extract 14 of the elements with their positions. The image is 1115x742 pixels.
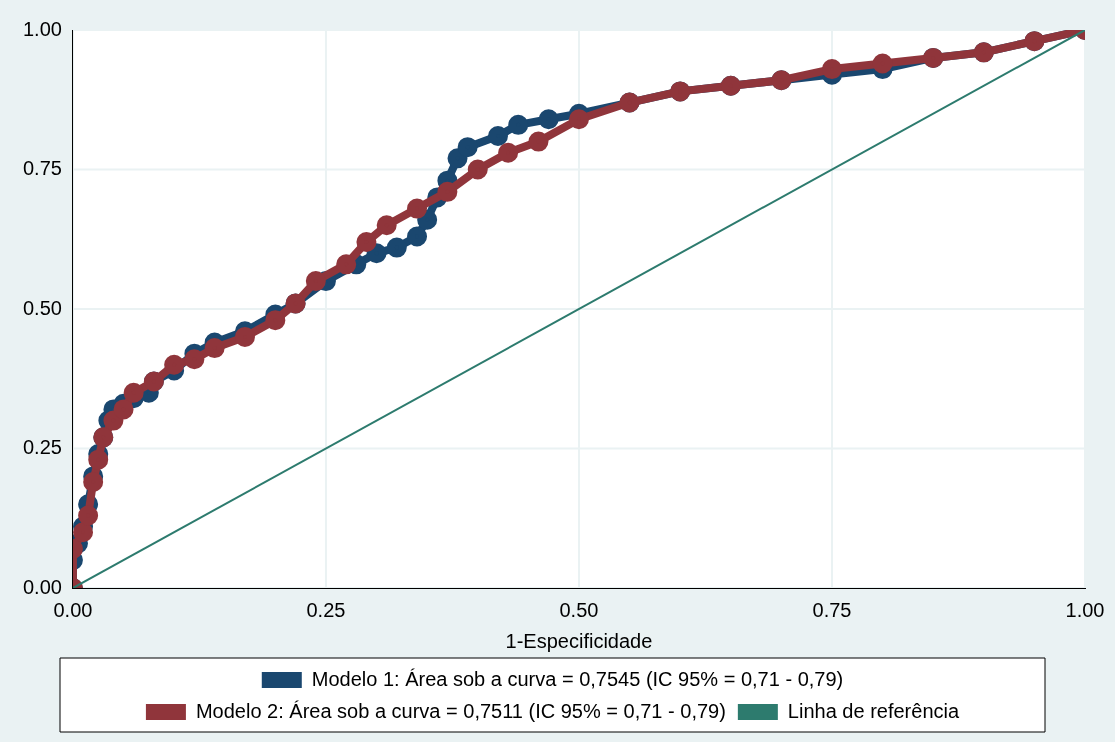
x-tick-label: 0.00 <box>53 598 93 621</box>
x-tick-label: 1.00 <box>1065 598 1105 621</box>
y-tick-label: 0.50 <box>22 296 62 319</box>
legend-label: Modelo 2: Área sob a curva = 0,7511 (IC 95% = 0,71 - 0,79) <box>195 699 726 722</box>
x-axis-title: 1-Especificidade <box>505 629 653 652</box>
y-tick-label: 1.00 <box>22 17 62 40</box>
legend-label: Modelo 1: Área sob a curva = 0,7545 (IC 95% = 0,71 - 0,79) <box>311 667 844 690</box>
y-tick-label: 0.00 <box>22 575 62 598</box>
y-tick-label: 0.75 <box>22 157 62 180</box>
x-tick-label: 0.50 <box>559 598 599 621</box>
x-tick-label: 0.75 <box>812 598 852 621</box>
legend-label: Linha de referência <box>787 699 960 722</box>
x-tick-label: 0.25 <box>306 598 346 621</box>
y-tick-label: 0.25 <box>22 436 62 459</box>
